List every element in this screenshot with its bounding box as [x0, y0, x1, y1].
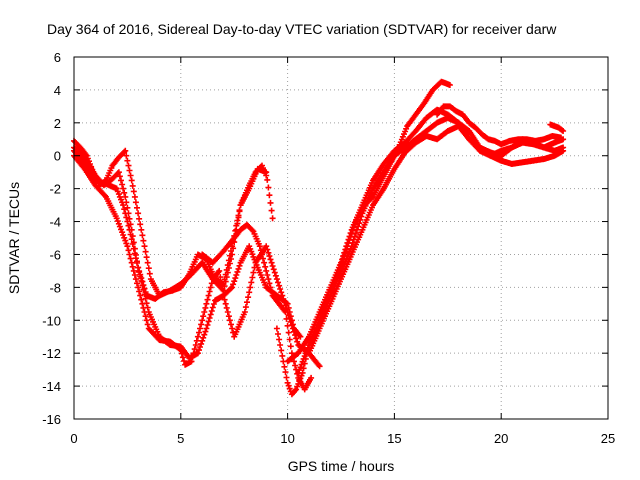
y-tick-label: -12 — [42, 346, 61, 361]
y-tick-label: -10 — [42, 313, 61, 328]
x-axis-title: GPS time / hours — [288, 458, 395, 474]
x-tick-label: 20 — [494, 431, 508, 446]
x-tick-label: 0 — [70, 431, 77, 446]
data-points — [199, 221, 315, 393]
y-tick-label: -6 — [49, 247, 61, 262]
y-tick-label: 0 — [54, 149, 61, 164]
y-axis-title: SDTVAR / TECUs — [6, 182, 22, 294]
x-axis: 0 5 10 15 20 25 — [70, 57, 615, 446]
series-s9 — [306, 123, 567, 357]
series-s5 — [199, 221, 315, 393]
series-s2 — [71, 144, 276, 302]
series-s10 — [434, 103, 564, 148]
data-points — [306, 123, 567, 357]
data-layer — [71, 78, 567, 398]
y-tick-label: 4 — [54, 83, 61, 98]
series-s8 — [295, 114, 567, 376]
series-s11 — [547, 121, 567, 134]
x-tick-label: 15 — [387, 431, 401, 446]
y-tick-label: 2 — [54, 116, 61, 131]
y-tick-label: -16 — [42, 412, 61, 427]
grid — [74, 57, 608, 419]
y-tick-label: 6 — [54, 50, 61, 65]
data-points — [434, 103, 564, 148]
y-axis: -16 -14 -12 -10 -8 -6 -4 -2 0 2 4 6 — [42, 50, 608, 427]
y-tick-label: -4 — [49, 215, 61, 230]
y-tick-label: -2 — [49, 182, 61, 197]
x-tick-label: 5 — [177, 431, 184, 446]
x-tick-label: 25 — [601, 431, 615, 446]
series-s1 — [71, 137, 270, 299]
data-points — [547, 121, 567, 134]
data-points — [295, 114, 567, 376]
y-tick-label: -8 — [49, 280, 61, 295]
x-tick-label: 10 — [280, 431, 294, 446]
data-points — [71, 144, 276, 302]
plot-frame — [73, 56, 609, 420]
data-points — [71, 137, 270, 299]
y-tick-label: -14 — [42, 379, 61, 394]
chart-title: Day 364 of 2016, Sidereal Day-to-day VTE… — [47, 21, 557, 37]
